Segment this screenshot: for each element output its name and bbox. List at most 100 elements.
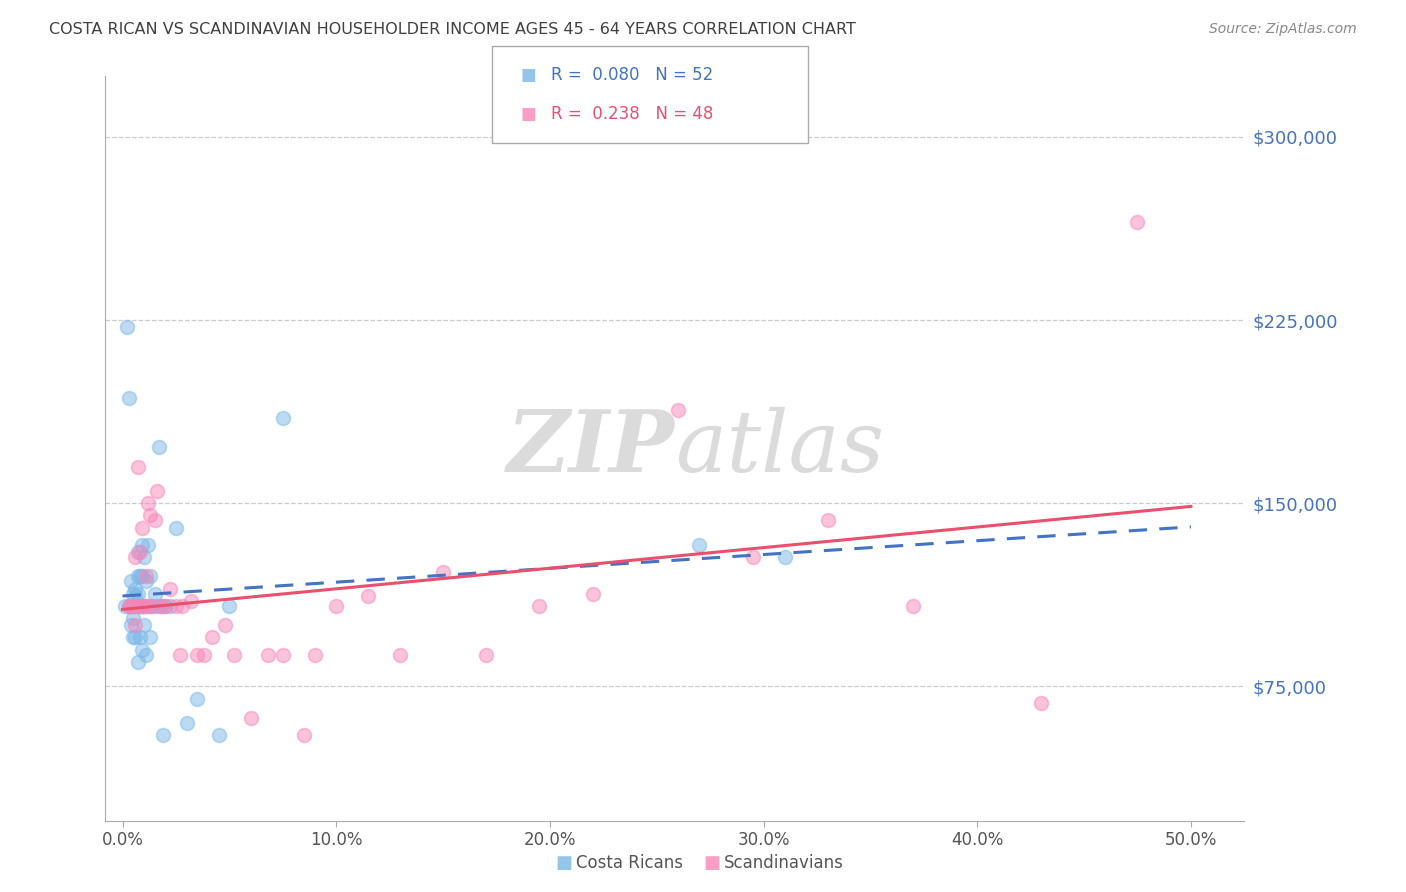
Point [127,545,149,559]
Point [208,728,231,742]
Point [132,549,155,564]
Point [239,711,262,725]
Point [139,631,162,645]
Point [122,599,145,613]
Point [131,520,153,534]
Point [527,599,550,613]
Point [124,599,146,613]
Point [325,599,347,613]
Point [124,582,146,596]
Point [139,569,162,583]
Point [271,648,294,662]
Point [120,599,142,613]
Point [186,691,208,706]
Point [120,599,142,613]
Point [128,599,150,613]
Point [256,648,278,662]
Point [136,599,159,613]
Point [122,586,145,600]
Text: ■: ■ [520,104,536,123]
Text: R =  0.238   N = 48: R = 0.238 N = 48 [551,104,713,123]
Point [135,574,157,589]
Point [150,599,173,613]
Point [131,599,153,613]
Text: COSTA RICAN VS SCANDINAVIAN HOUSEHOLDER INCOME AGES 45 - 64 YEARS CORRELATION CH: COSTA RICAN VS SCANDINAVIAN HOUSEHOLDER … [49,22,856,37]
Point [165,520,187,534]
Point [581,586,603,600]
Point [136,538,159,552]
Text: ■: ■ [520,66,536,85]
Point [159,582,181,596]
Point [127,569,149,583]
Text: ■: ■ [703,855,720,872]
Point [114,599,136,613]
Point [118,599,141,613]
Point [124,618,146,632]
Point [741,549,763,564]
Point [136,599,159,613]
Point [135,648,157,662]
Point [127,655,149,669]
Point [132,618,155,632]
Point [150,599,173,613]
Point [222,648,245,662]
Point [176,715,198,730]
Point [475,648,498,662]
Point [193,648,215,662]
Point [122,611,145,625]
Point [1126,215,1149,229]
Point [124,631,146,645]
Point [148,440,170,454]
Point [159,599,181,613]
Point [432,565,454,579]
Point [115,320,138,334]
Point [152,728,174,742]
Point [143,513,166,527]
Point [169,648,191,662]
Text: ■: ■ [555,855,572,872]
Point [127,586,149,600]
Point [120,574,142,589]
Point [131,642,153,657]
Point [118,599,141,613]
Text: atlas: atlas [675,407,884,490]
Point [136,496,159,510]
Point [127,459,149,474]
Point [124,549,146,564]
Point [271,410,294,425]
Point [128,631,150,645]
Text: Source: ZipAtlas.com: Source: ZipAtlas.com [1209,22,1357,37]
Point [214,618,236,632]
Point [666,403,689,417]
Point [122,631,145,645]
Point [127,599,149,613]
Point [901,599,924,613]
Point [817,513,839,527]
Point [218,599,240,613]
Point [145,599,167,613]
Point [357,589,380,603]
Text: ZIP: ZIP [508,407,675,490]
Point [139,508,162,523]
Point [155,599,177,613]
Text: Scandinavians: Scandinavians [724,855,844,872]
Text: Costa Ricans: Costa Ricans [576,855,683,872]
Point [127,599,149,613]
Point [128,545,150,559]
Point [688,538,710,552]
Point [132,599,155,613]
Point [120,618,142,632]
Point [180,594,202,608]
Point [135,569,157,583]
Point [118,391,141,405]
Point [141,599,163,613]
Point [141,599,163,613]
Point [389,648,412,662]
Point [122,599,145,613]
Point [131,569,153,583]
Point [131,538,153,552]
Point [172,599,194,613]
Point [165,599,187,613]
Point [145,483,167,498]
Point [304,648,326,662]
